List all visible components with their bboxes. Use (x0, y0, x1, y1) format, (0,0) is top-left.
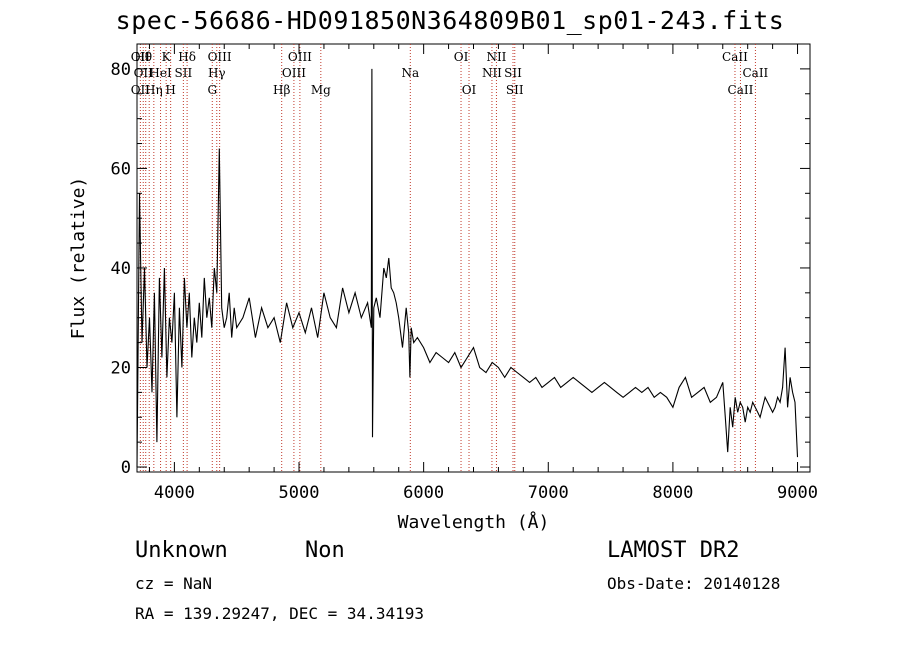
emission-line-label: OII (131, 50, 151, 64)
survey-name: LAMOST DR2 (607, 538, 740, 563)
emission-line-label: SII (175, 66, 193, 80)
emission-line-label: SII (504, 66, 522, 80)
emission-line-label: Na (401, 66, 419, 80)
redshift-value: cz = NaN (135, 574, 213, 593)
emission-line-label: SII (506, 83, 524, 97)
plot-frame (136, 43, 811, 473)
emission-line-label: OII (131, 83, 151, 97)
x-tick-label: 7000 (528, 483, 569, 503)
x-tick-label: 5000 (279, 483, 320, 503)
emission-line-markers (139, 44, 756, 472)
emission-line-label: Hθ (134, 50, 152, 64)
y-tick-label: 0 (121, 458, 131, 478)
y-tick-label: 40 (111, 259, 131, 279)
emission-line-label: OIII (282, 66, 306, 80)
emission-line-label: OII (134, 66, 154, 80)
axis-ticks: 4000 5000 6000 7000 8000 9000 0 20 40 60 80 (111, 43, 818, 503)
emission-line-label: OIII (288, 50, 312, 64)
y-tick-label: 80 (111, 60, 131, 80)
emission-line-label: Hη (145, 83, 163, 97)
emission-line-label: K (162, 50, 172, 64)
y-tick-label: 60 (111, 159, 131, 179)
emission-line-label: CaII (742, 66, 768, 80)
emission-line-label: Hδ (178, 50, 196, 64)
emission-line-label: HeI (149, 66, 172, 80)
y-tick-label: 20 (111, 358, 131, 378)
emission-line-label: H (165, 83, 175, 97)
x-tick-label: 9000 (777, 483, 818, 503)
emission-line-label: Hβ (273, 83, 290, 97)
spectrum-series-line (136, 68, 799, 468)
emission-line-label: OI (454, 50, 469, 64)
emission-line-label: G (207, 83, 217, 97)
emission-line-label: Mg (311, 83, 331, 97)
y-axis-label: Flux (relative) (68, 177, 89, 340)
emission-line-label: OI (462, 83, 477, 97)
emission-line-label: OIII (208, 50, 232, 64)
emission-line-label: NII (486, 50, 506, 64)
emission-line-label: CaII (728, 83, 754, 97)
x-axis-label: Wavelength (Å) (398, 511, 550, 533)
x-tick-label: 4000 (154, 483, 195, 503)
x-tick-label: 6000 (403, 483, 444, 503)
emission-line-label: NII (482, 66, 502, 80)
coordinates: RA = 139.29247, DEC = 34.34193 (135, 604, 424, 623)
object-subclass: Non (305, 538, 345, 563)
emission-line-label: CaII (722, 50, 748, 64)
emission-line-label: Hγ (208, 66, 226, 80)
observation-date: Obs-Date: 20140128 (607, 574, 781, 593)
x-tick-label: 8000 (652, 483, 693, 503)
object-class: Unknown (135, 538, 228, 563)
chart-title: spec-56686-HD091850N364809B01_sp01-243.f… (115, 6, 785, 35)
